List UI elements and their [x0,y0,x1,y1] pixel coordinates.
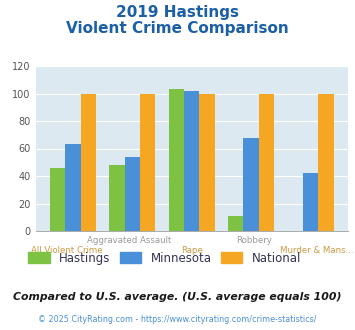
Bar [318,93,334,231]
Bar [244,138,259,231]
Bar [259,93,274,231]
Text: 2019 Hastings: 2019 Hastings [116,5,239,20]
Text: Compared to U.S. average. (U.S. average equals 100): Compared to U.S. average. (U.S. average … [13,292,342,302]
Bar [228,216,244,231]
Bar [184,91,200,231]
Text: All Violent Crime: All Violent Crime [31,246,103,255]
Text: Rape: Rape [181,246,203,255]
Bar [200,93,215,231]
Bar [50,168,65,231]
Bar [169,89,184,231]
Legend: Hastings, Minnesota, National: Hastings, Minnesota, National [24,247,306,269]
Text: Robbery: Robbery [236,236,272,245]
Bar [109,165,125,231]
Bar [140,93,155,231]
Text: Murder & Mans...: Murder & Mans... [280,246,354,255]
Bar [125,157,140,231]
Text: Violent Crime Comparison: Violent Crime Comparison [66,21,289,36]
Text: © 2025 CityRating.com - https://www.cityrating.com/crime-statistics/: © 2025 CityRating.com - https://www.city… [38,315,317,324]
Bar [81,93,96,231]
Bar [303,173,318,231]
Text: Aggravated Assault: Aggravated Assault [87,236,171,245]
Bar [65,145,81,231]
